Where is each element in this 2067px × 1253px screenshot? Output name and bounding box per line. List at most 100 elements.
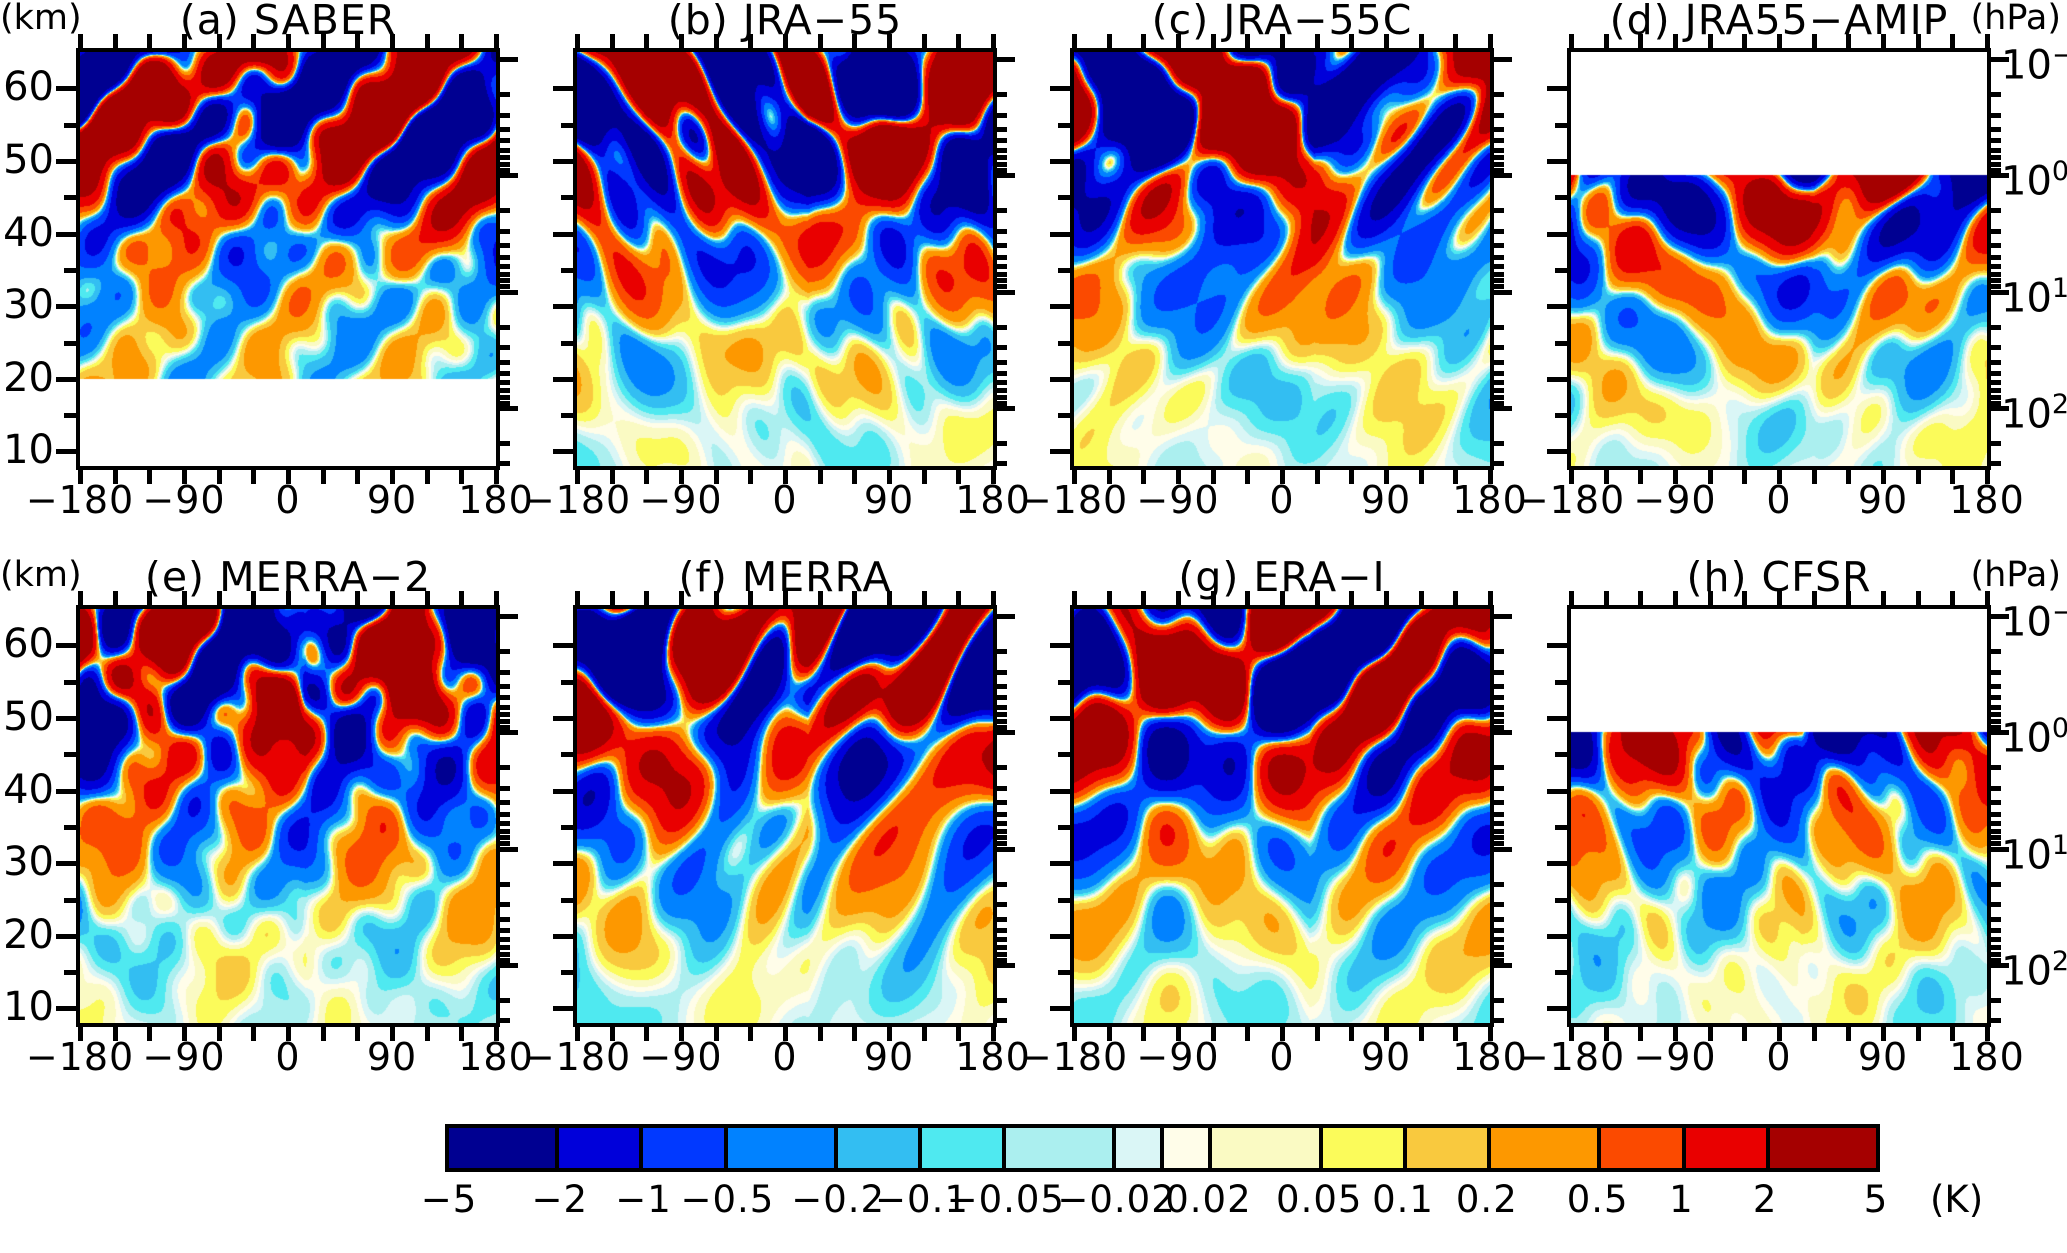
x-axis-tick-bottom (748, 470, 753, 484)
x-axis-tick-bottom (1072, 470, 1077, 484)
x-axis-tick-bottom (1812, 470, 1817, 484)
plot-area-d (1547, 34, 2009, 484)
colorbar-cell (723, 1128, 834, 1168)
x-axis-tick-bottom (644, 1027, 649, 1041)
hpa-axis-tick (997, 388, 1007, 393)
x-axis-tick-top (1141, 34, 1146, 48)
hpa-axis-tick (1991, 380, 2001, 385)
x-axis-tick-top (286, 591, 291, 605)
hpa-axis-tick (1494, 272, 1504, 277)
hpa-axis-tick (1991, 937, 2001, 942)
x-axis-tick-bottom (321, 1027, 326, 1041)
km-axis-tick (561, 898, 573, 903)
hpa-axis-tick (1494, 278, 1504, 283)
x-axis-tick-top (1846, 34, 1851, 48)
hpa-axis-tick (1991, 278, 2001, 283)
x-axis-tick-top (217, 34, 222, 48)
hpa-axis-tick (1494, 371, 1504, 376)
hpa-axis-tick (500, 380, 510, 385)
hpa-tick-exponent: 2 (2051, 388, 2067, 420)
panel-c: (c) JRA−55C −180 −90 0 90 180 (1020, 0, 1527, 530)
x-axis-tick-top (644, 34, 649, 48)
hpa-axis-tick (1991, 998, 2001, 1003)
hpa-axis-tick (500, 345, 510, 350)
km-axis-tick (64, 970, 76, 975)
colorbar-tick-label: 2 (1752, 1178, 1778, 1221)
hpa-axis-tick (1494, 730, 1512, 735)
x-tick-label: −180 (1516, 1035, 1626, 1079)
contour-field-g (1074, 609, 1490, 1023)
x-axis-tick-bottom (1384, 470, 1389, 484)
hpa-axis-tick (1494, 670, 1504, 675)
x-axis-tick-top (991, 591, 996, 605)
hpa-axis-tick (1991, 138, 2001, 143)
x-axis-tick-bottom (1708, 1027, 1713, 1041)
hpa-axis-tick (500, 719, 510, 724)
hpa-axis-tick (1494, 719, 1504, 724)
x-tick-label: −180 (1019, 478, 1129, 522)
hpa-tick-label: 101 (2001, 824, 2067, 877)
hpa-axis-tick (500, 945, 510, 950)
hpa-tick-exponent: 2 (2051, 945, 2067, 977)
km-axis-tick (56, 86, 76, 91)
km-axis-tick (64, 413, 76, 418)
km-axis-tick (1547, 643, 1567, 648)
colorbar-tick-label: 0.02 (1165, 1178, 1252, 1221)
km-axis-tick (1058, 341, 1070, 346)
hpa-axis-tick (500, 835, 510, 840)
panel-f: (f) MERRA −180 −90 0 90 180 (523, 553, 1030, 1087)
hpa-axis-tick (500, 371, 510, 376)
hpa-tick-label: 102 (2001, 940, 2067, 993)
x-axis-tick-bottom (748, 1027, 753, 1041)
hpa-axis-tick (997, 208, 1007, 213)
hpa-axis-tick (1991, 835, 2001, 840)
hpa-axis-tick (997, 712, 1007, 717)
x-axis-tick-top (818, 591, 823, 605)
hpa-axis-tick (1991, 168, 2001, 173)
x-axis-tick-bottom (425, 1027, 430, 1041)
km-axis-tick (1058, 898, 1070, 903)
colorbar-tick-label: −5 (420, 1178, 478, 1221)
x-axis-tick-bottom (1673, 1027, 1678, 1041)
x-axis-tick-top (1604, 34, 1609, 48)
hpa-axis-tick (500, 255, 510, 260)
x-axis-tick-top (1673, 34, 1678, 48)
x-axis-tick-top (922, 591, 927, 605)
colorbar-cell (1160, 1128, 1209, 1168)
hpa-axis-tick (1991, 614, 2009, 619)
hpa-axis-tick (1991, 127, 2001, 132)
km-axis-tick (1058, 970, 1070, 975)
hpa-axis-tick (1494, 208, 1504, 213)
x-axis-tick-top (1812, 34, 1817, 48)
hpa-tick-exponent: 0 (2051, 713, 2067, 745)
hpa-axis-tick (500, 841, 510, 846)
contour-field-h (1571, 609, 1987, 1023)
hpa-axis-tick (500, 57, 518, 62)
km-axis-tick (1547, 934, 1567, 939)
hpa-tick-mantissa: 10 (2001, 158, 2052, 205)
x-axis-tick-bottom (459, 470, 464, 484)
x-tick-label: −90 (142, 1035, 226, 1079)
x-tick-label: −180 (25, 1035, 135, 1079)
x-axis-tick-top (1488, 591, 1493, 605)
hpa-axis-tick (997, 945, 1007, 950)
km-axis-tick (1547, 304, 1567, 309)
km-tick-label: 50 (3, 693, 54, 740)
hpa-axis-tick (1494, 290, 1512, 295)
x-axis-tick-bottom (1604, 470, 1609, 484)
hpa-axis-tick (500, 847, 518, 852)
km-axis-tick (1547, 159, 1567, 164)
km-tick-label: 40 (3, 766, 54, 813)
colorbar-tick-label: −0.02 (1057, 1178, 1176, 1221)
hpa-axis-tick (1494, 829, 1504, 834)
hpa-axis-tick (1991, 684, 2001, 689)
x-axis-tick-bottom (887, 1027, 892, 1041)
hpa-axis-tick (500, 360, 510, 365)
x-axis-tick-top (147, 34, 152, 48)
hpa-axis-tick (1991, 401, 2001, 406)
km-axis-tick (64, 752, 76, 757)
km-axis-tick (561, 680, 573, 685)
colorbar-tick-label: −1 (615, 1178, 672, 1221)
hpa-axis-tick (1991, 695, 2001, 700)
